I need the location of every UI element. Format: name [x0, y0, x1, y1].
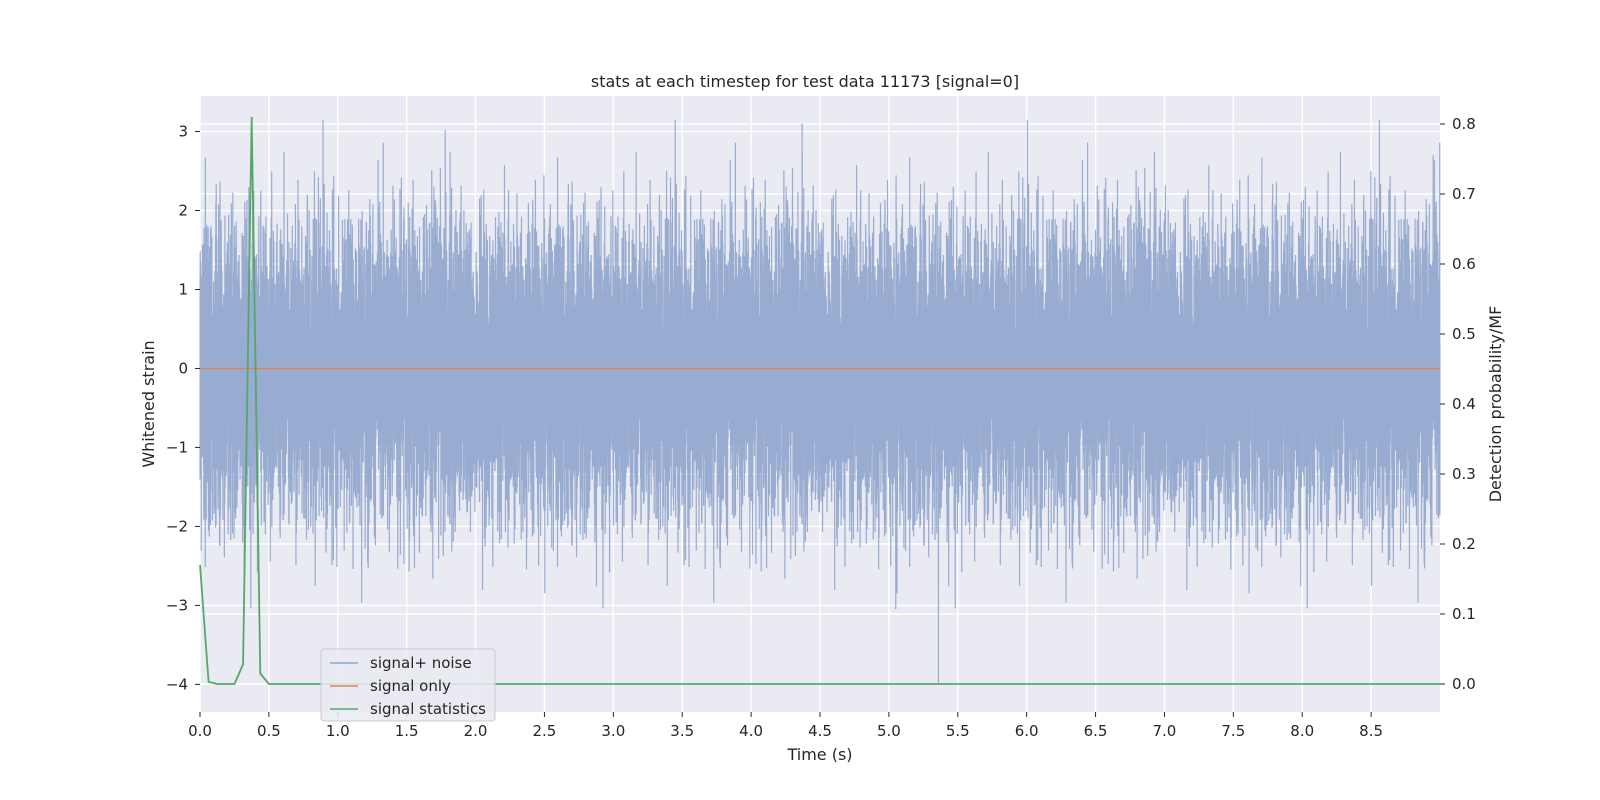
y-right-tick-label: 0.4 [1452, 395, 1476, 413]
y-left-tick-label: −2 [166, 517, 188, 535]
chart-title: stats at each timestep for test data 111… [591, 72, 1019, 91]
y-right-tick-label: 0.5 [1452, 325, 1476, 343]
x-tick-label: 0.0 [188, 722, 212, 740]
legend-label-signal-statistics: signal statistics [370, 700, 486, 718]
x-tick-label: 8.0 [1290, 722, 1314, 740]
x-tick-label: 3.0 [601, 722, 625, 740]
x-tick-label: 5.5 [946, 722, 970, 740]
x-tick-label: 0.5 [257, 722, 281, 740]
legend-label-signal-only: signal only [370, 677, 451, 695]
x-tick-label: 4.5 [808, 722, 832, 740]
y-right-tick-label: 0.2 [1452, 535, 1476, 553]
x-tick-label: 6.5 [1084, 722, 1108, 740]
x-tick-label: 4.0 [739, 722, 763, 740]
x-tick-label: 6.0 [1015, 722, 1039, 740]
x-tick-label: 2.0 [464, 722, 488, 740]
y-right-tick-label: 0.1 [1452, 605, 1476, 623]
x-axis-label: Time (s) [786, 745, 852, 764]
y-right-tick-label: 0.7 [1452, 185, 1476, 203]
x-tick-label: 7.5 [1221, 722, 1245, 740]
series-signal-plus-noise [199, 119, 1441, 685]
series-line-signal-statistics [199, 116, 1440, 685]
x-tick-label: 5.0 [877, 722, 901, 740]
y-left-tick-label: 0 [178, 359, 188, 377]
legend-box [320, 648, 496, 722]
y-left-tick-label: −1 [166, 438, 188, 456]
y-right-tick-label: 0.0 [1452, 675, 1476, 693]
y-left-tick-label: 3 [178, 123, 188, 141]
x-tick-label: 2.5 [533, 722, 557, 740]
series-signal-statistics [199, 116, 1440, 685]
x-tick-label: 7.0 [1153, 722, 1177, 740]
y-axis-left-label: Whitened strain [139, 340, 158, 467]
y-left-tick-label: −4 [166, 675, 188, 693]
y-axis-right-label: Detection probability/MF [1486, 306, 1505, 503]
y-axis-left-ticks: 3 2 1 0 −1 −2 −3 −4 [166, 123, 200, 693]
x-tick-label: 8.5 [1359, 722, 1383, 740]
x-tick-label: 1.5 [395, 722, 419, 740]
legend: signal+ noise signal only signal statist… [320, 648, 496, 722]
y-axis-right-ticks: 0.8 0.7 0.6 0.5 0.4 0.3 0.2 0.1 0.0 [1440, 115, 1476, 693]
x-tick-label: 1.0 [326, 722, 350, 740]
y-left-tick-label: −3 [166, 596, 188, 614]
x-tick-label: 3.5 [670, 722, 694, 740]
y-right-tick-label: 0.3 [1452, 465, 1476, 483]
series-line-signal-plus-noise [199, 119, 1441, 685]
y-right-tick-label: 0.8 [1452, 115, 1476, 133]
y-left-tick-label: 2 [178, 202, 188, 220]
x-axis-ticks: 0.0 0.5 1.0 1.5 2.0 2.5 3.0 3.5 4.0 4.5 5.0 5.5 6.0 6… [188, 712, 1383, 740]
y-left-tick-label: 1 [178, 280, 188, 298]
legend-label-signal-plus-noise: signal+ noise [370, 654, 472, 672]
y-right-tick-label: 0.6 [1452, 255, 1476, 273]
